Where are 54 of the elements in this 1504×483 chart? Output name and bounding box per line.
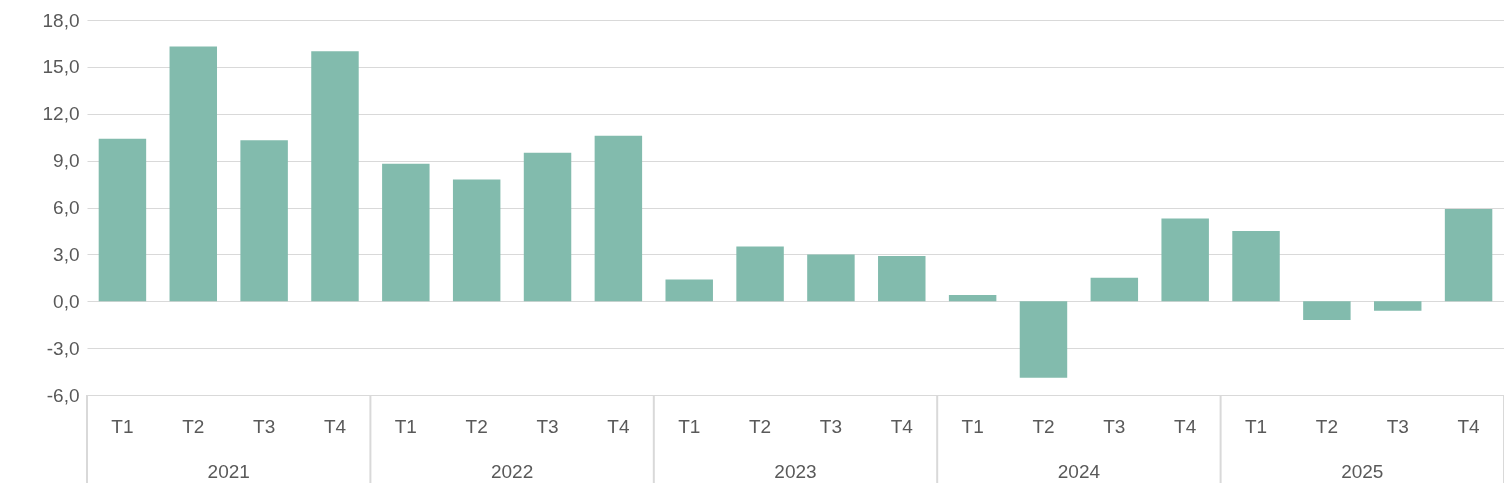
bar [807,254,855,302]
bar [1019,301,1068,378]
bar [948,295,997,302]
x-tick-label: T4 [607,415,630,437]
bar [1161,218,1209,302]
x-tick-label: T3 [819,415,843,437]
x-tick-label: T2 [182,415,205,437]
text: 2021 [207,461,250,482]
text: 2023 [774,461,817,482]
y-tick-label: 0,0 [53,290,80,312]
x-tick-label: T1 [1244,415,1268,437]
y-tick-label: -3,0 [46,337,80,359]
bar [1303,301,1351,320]
text: 2022 [490,461,534,482]
x-tick-label: T2 [1315,415,1338,437]
x-tick-label: T2 [465,415,488,437]
bar [1090,277,1139,302]
y-tick-label: 18,0 [42,9,80,31]
bar [452,179,501,302]
bar [1373,301,1422,311]
x-tick-label: T4 [1457,415,1481,437]
x-tick-label: T3 [536,415,559,437]
bar [311,51,359,302]
bar [594,135,643,302]
x-tick-label: T4 [890,415,914,437]
x-tick-label: T2 [748,415,772,437]
bar [665,279,713,302]
bar [98,138,147,302]
x-tick-label: T1 [961,415,984,437]
bar [736,246,784,302]
x-tick-label: T3 [253,415,276,437]
y-tick-label: 15,0 [42,56,80,78]
bar [1232,230,1280,302]
text: 2024 [1057,461,1101,482]
bar [169,46,218,302]
x-tick-label: T1 [394,415,417,437]
x-tick-label: T2 [1032,415,1055,437]
x-tick-label: T1 [678,415,701,437]
x-tick-label: T3 [1103,415,1126,437]
bar [1444,209,1493,302]
x-tick-label: T1 [111,415,134,437]
x-tick-label: T4 [323,415,347,437]
y-tick-label: 9,0 [53,150,80,172]
text: 2025 [1341,461,1384,482]
bar [382,163,430,302]
bar [878,255,926,302]
bar [523,152,572,302]
bar [240,140,288,302]
y-tick-label: -6,0 [46,384,80,406]
x-tick-label: T3 [1386,415,1409,437]
x-tick-label: T4 [1174,415,1197,437]
y-tick-label: 12,0 [42,103,80,125]
y-tick-label: 6,0 [53,197,80,218]
y-tick-label: 3,0 [53,243,80,265]
